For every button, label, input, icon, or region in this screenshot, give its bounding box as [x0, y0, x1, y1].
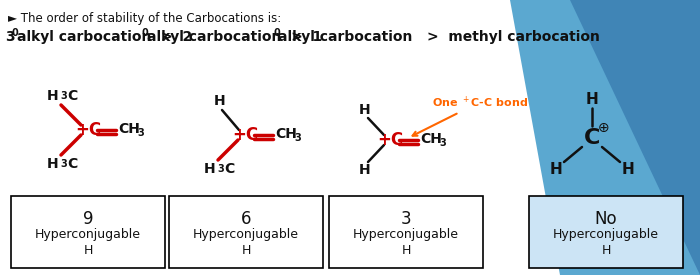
FancyBboxPatch shape	[169, 196, 323, 268]
Polygon shape	[570, 0, 700, 275]
Text: 0: 0	[273, 28, 280, 38]
Text: alkyl carbocation   >  methyl carbocation: alkyl carbocation > methyl carbocation	[278, 30, 600, 44]
Polygon shape	[510, 0, 700, 275]
Text: Hyperconjugable: Hyperconjugable	[353, 228, 459, 241]
Text: ⊕: ⊕	[598, 121, 610, 135]
Text: CH: CH	[118, 122, 140, 136]
FancyBboxPatch shape	[529, 196, 683, 268]
Text: +C: +C	[377, 131, 403, 149]
Text: H: H	[359, 163, 371, 177]
Text: H: H	[586, 92, 598, 106]
Text: C: C	[584, 128, 600, 148]
Text: Hyperconjugable: Hyperconjugable	[35, 228, 141, 241]
Text: No: No	[595, 210, 617, 228]
Text: 3: 3	[5, 30, 15, 44]
FancyBboxPatch shape	[11, 196, 165, 268]
Text: H: H	[83, 244, 92, 257]
Text: Hyperconjugable: Hyperconjugable	[553, 228, 659, 241]
Text: H: H	[46, 89, 58, 103]
Text: alkyl carbocation  >  2: alkyl carbocation > 2	[17, 30, 192, 44]
Text: C: C	[67, 157, 77, 171]
Text: H: H	[401, 244, 411, 257]
Text: CH: CH	[275, 127, 297, 141]
Text: +C: +C	[232, 126, 258, 144]
Text: H: H	[601, 244, 610, 257]
Text: H: H	[622, 163, 634, 177]
Text: C: C	[224, 162, 234, 176]
Text: Hyperconjugable: Hyperconjugable	[193, 228, 299, 241]
Text: One $^+$C-C bond: One $^+$C-C bond	[412, 94, 528, 136]
Text: CH: CH	[420, 132, 442, 146]
FancyBboxPatch shape	[329, 196, 483, 268]
Text: H: H	[550, 163, 562, 177]
Text: 3: 3	[60, 91, 66, 101]
Text: C: C	[67, 89, 77, 103]
Text: 3: 3	[439, 138, 446, 148]
Text: 3: 3	[60, 159, 66, 169]
Text: +C: +C	[75, 121, 101, 139]
Text: H: H	[204, 162, 215, 176]
Text: 9: 9	[83, 210, 93, 228]
Text: 0: 0	[12, 28, 19, 38]
Text: H: H	[241, 244, 251, 257]
Text: 6: 6	[241, 210, 251, 228]
Text: 3: 3	[294, 133, 301, 143]
Text: 3: 3	[217, 164, 224, 174]
Text: 3: 3	[137, 128, 144, 138]
Text: H: H	[46, 157, 58, 171]
Text: 0: 0	[142, 28, 148, 38]
Text: alkyl carbocation  >  1: alkyl carbocation > 1	[147, 30, 322, 44]
Text: H: H	[214, 94, 226, 108]
Text: 3: 3	[400, 210, 412, 228]
Text: ► The order of stability of the Carbocations is:: ► The order of stability of the Carbocat…	[8, 12, 281, 25]
Text: H: H	[359, 103, 371, 117]
